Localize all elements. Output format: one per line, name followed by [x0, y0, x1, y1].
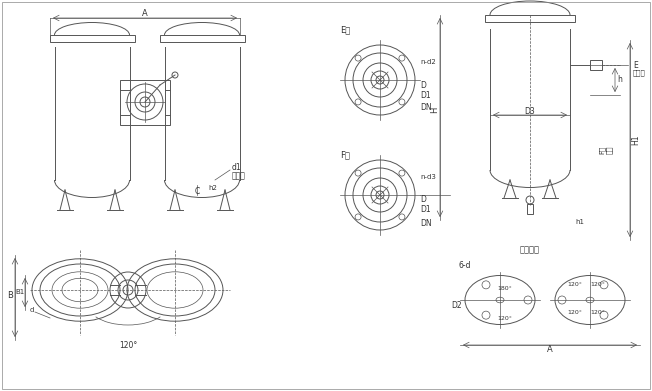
- Text: h2: h2: [208, 185, 217, 191]
- Text: D: D: [420, 196, 426, 204]
- Text: DN: DN: [420, 104, 432, 113]
- Text: n-d3: n-d3: [420, 174, 436, 180]
- Bar: [485, 15, 575, 22]
- Text: h: h: [617, 75, 623, 84]
- Text: 6-d: 6-d: [459, 260, 471, 269]
- Bar: [160, 35, 245, 42]
- Text: B1: B1: [16, 289, 25, 295]
- Text: 120°: 120°: [497, 316, 512, 321]
- Text: 180°: 180°: [497, 285, 512, 291]
- Text: A: A: [547, 346, 553, 355]
- Text: D2: D2: [452, 301, 462, 310]
- Bar: [590, 60, 602, 70]
- Text: E向: E向: [340, 25, 350, 34]
- Text: F向: F向: [340, 151, 350, 160]
- Text: D1: D1: [420, 90, 430, 99]
- Text: d: d: [30, 307, 34, 313]
- Text: 排污口: 排污口: [232, 172, 246, 181]
- Bar: [120, 80, 170, 125]
- Text: D: D: [420, 81, 426, 90]
- Text: n-d2: n-d2: [420, 59, 436, 65]
- Text: C: C: [194, 188, 200, 197]
- Text: H: H: [430, 107, 439, 113]
- Text: 地脚尺寸: 地脚尺寸: [520, 246, 540, 255]
- Bar: [527, 204, 533, 214]
- Text: 120°: 120°: [567, 283, 582, 287]
- Text: E: E: [633, 61, 638, 70]
- Text: 120°: 120°: [567, 310, 582, 314]
- Text: H1: H1: [632, 135, 640, 145]
- Text: 120°: 120°: [119, 341, 137, 350]
- Text: D1: D1: [420, 206, 430, 215]
- Text: h1: h1: [576, 219, 584, 225]
- Text: 出油口: 出油口: [633, 70, 645, 76]
- Text: 120°: 120°: [591, 310, 606, 314]
- Bar: [50, 35, 135, 42]
- Text: d1: d1: [232, 163, 242, 172]
- Text: B: B: [7, 291, 13, 300]
- Text: F回
油口: F回 油口: [599, 146, 613, 154]
- Text: DN: DN: [420, 219, 432, 228]
- Text: D3: D3: [525, 106, 535, 115]
- Text: A: A: [142, 9, 148, 18]
- Text: 120°: 120°: [591, 283, 606, 287]
